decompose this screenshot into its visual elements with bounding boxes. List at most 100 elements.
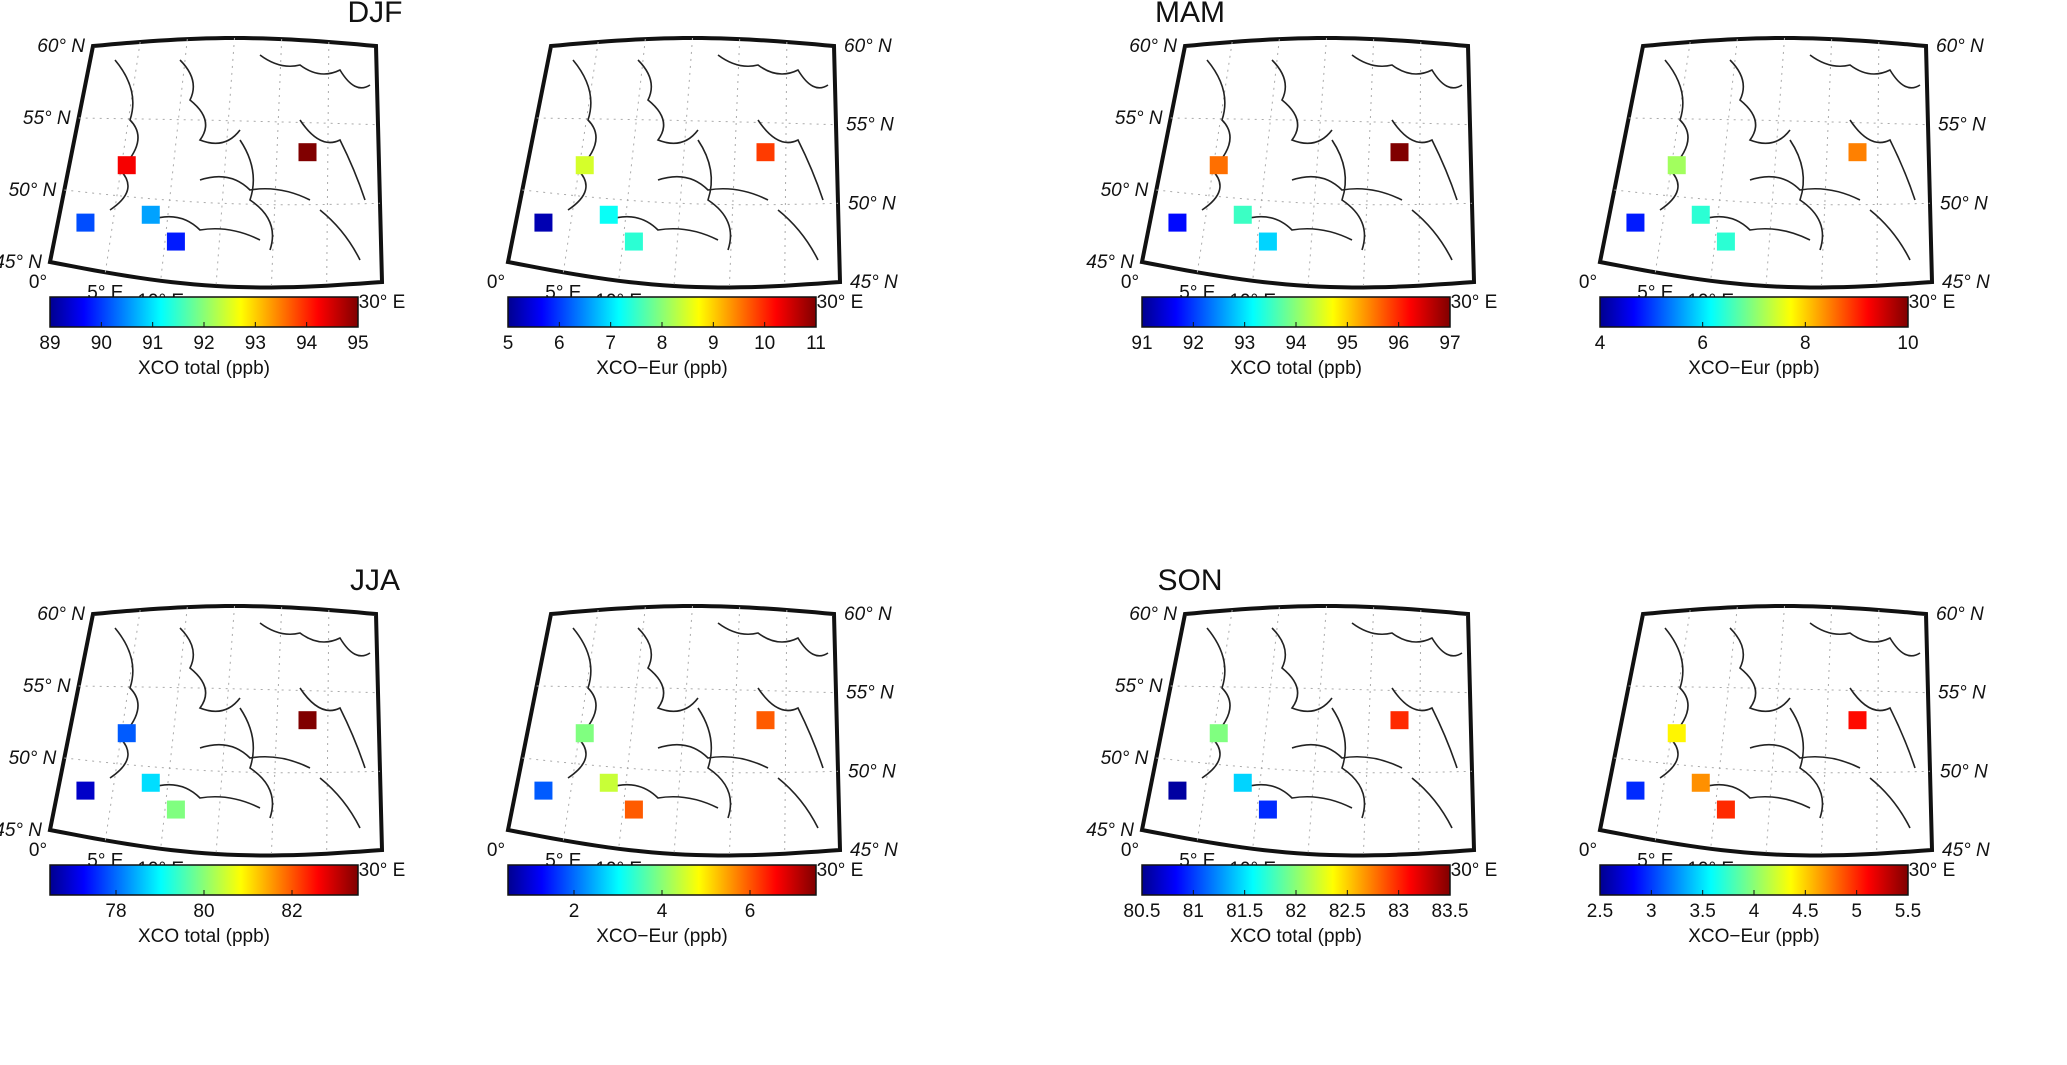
site-marker (1390, 143, 1409, 162)
colorbar-tick-label: 4 (1595, 333, 1606, 354)
coastline-border (1849, 687, 1916, 769)
colorbar-tick-label: 89 (39, 333, 60, 354)
latitude-tick-label: 55° N (846, 115, 894, 136)
coastline-border (239, 707, 274, 819)
site-marker (1209, 156, 1228, 175)
graticule-meridian (326, 609, 330, 854)
coastline-border (777, 777, 819, 829)
longitude-tick-label: 30° E (817, 292, 864, 313)
colorbar-tick-label: 10 (1897, 333, 1918, 354)
site-marker (1233, 773, 1252, 792)
coastline-border (1729, 59, 1791, 145)
site-marker (1233, 205, 1252, 224)
colorbar-tick-label: 5 (503, 333, 514, 354)
longitude-tick-label: 30° E (359, 292, 406, 313)
colorbar-tick-label: 7 (605, 333, 616, 354)
map-panel: 45° N50° N55° N60° N0°5° E10° E15° E20° … (1086, 36, 1497, 379)
longitude-tick-label: 30° E (1909, 860, 1956, 881)
colorbar-tick-label: 9 (708, 333, 719, 354)
longitude-tick-label: 0° (487, 840, 505, 861)
site-marker (624, 800, 643, 819)
coastline-border (1869, 777, 1911, 829)
colorbar-tick-label: 95 (347, 333, 368, 354)
coastline-border (1331, 139, 1366, 251)
latitude-tick-label: 50° N (1101, 748, 1149, 769)
map-panel: 45° N50° N55° N60° N0°5° E10° E15° E20° … (487, 36, 898, 379)
site-marker (76, 781, 95, 800)
map-frame (1139, 604, 1477, 858)
colorbar-tick-label: 94 (296, 333, 318, 354)
site-marker (534, 781, 553, 800)
site-marker (1848, 143, 1867, 162)
latitude-tick-label: 50° N (848, 761, 896, 782)
latitude-tick-label: 60° N (844, 36, 892, 57)
site-marker (141, 205, 160, 224)
longitude-tick-label: 30° E (359, 860, 406, 881)
latitude-tick-label: 60° N (1936, 604, 1984, 625)
latitude-tick-label: 50° N (848, 193, 896, 214)
map-panel: 45° N50° N55° N60° N0°5° E10° E15° E20° … (1579, 36, 1990, 379)
site-marker (599, 205, 618, 224)
coastline-border (1749, 175, 1861, 201)
season-title: SON (1157, 564, 1222, 597)
colorbar-tick-label: 4 (1749, 901, 1760, 922)
coastline-border (657, 743, 769, 769)
colorbar-tick-label: 8 (1800, 333, 1811, 354)
site-marker (1716, 232, 1735, 251)
colorbar-tick-label: 92 (193, 333, 214, 354)
coastline-border (299, 687, 366, 769)
coastline-border (717, 622, 829, 657)
longitude-tick-label: 0° (1579, 272, 1597, 293)
colorbar-tick-label: 80 (193, 901, 214, 922)
colorbar-tick-label: 4.5 (1792, 901, 1818, 922)
site-marker (117, 724, 136, 743)
colorbar-label: XCO−Eur (ppb) (1688, 926, 1819, 947)
latitude-tick-label: 55° N (1938, 115, 1986, 136)
coastline-border (1201, 59, 1231, 211)
graticule-meridian (1418, 609, 1422, 854)
colorbar-tick-label: 93 (245, 333, 266, 354)
latitude-tick-label: 45° N (1942, 272, 1990, 293)
map-frame (1597, 604, 1935, 858)
graticule-parallel (536, 685, 837, 694)
colorbar-tick-label: 82 (281, 901, 302, 922)
coastline-border (109, 59, 139, 211)
site-marker (166, 232, 185, 251)
site-marker (1390, 711, 1409, 730)
coastline-border (149, 215, 261, 241)
colorbar-tick-label: 82.5 (1329, 901, 1366, 922)
coastline-border (717, 54, 829, 89)
coastline-border (1869, 209, 1911, 261)
colorbar-tick-label: 6 (554, 333, 565, 354)
latitude-tick-label: 50° N (9, 180, 57, 201)
site-marker (575, 156, 594, 175)
coastline-border (1659, 627, 1689, 779)
longitude-tick-label: 0° (1121, 840, 1139, 861)
colorbar-tick-label: 6 (1697, 333, 1708, 354)
coastline-border (149, 783, 261, 809)
coastline-border (1729, 627, 1791, 713)
colorbar-tick-label: 95 (1337, 333, 1358, 354)
coastline-border (697, 139, 732, 251)
site-marker (534, 213, 553, 232)
season-title: MAM (1155, 0, 1225, 29)
latitude-tick-label: 45° N (1086, 820, 1134, 841)
longitude-tick-label: 0° (29, 272, 47, 293)
latitude-tick-label: 60° N (1129, 36, 1177, 57)
latitude-tick-label: 55° N (23, 108, 71, 129)
coastline-border (299, 119, 366, 201)
map-frame (1597, 36, 1935, 290)
coastline-border (757, 687, 824, 769)
longitude-tick-label: 30° E (1451, 860, 1498, 881)
latitude-tick-label: 60° N (844, 604, 892, 625)
coastline-border (1391, 119, 1458, 201)
site-marker (141, 773, 160, 792)
graticule-parallel (536, 117, 837, 126)
coastline-border (1331, 707, 1366, 819)
graticule-meridian (1876, 609, 1880, 854)
latitude-tick-label: 45° N (850, 840, 898, 861)
colorbar-tick-label: 81 (1183, 901, 1204, 922)
colorbar-label: XCO total (ppb) (138, 926, 270, 947)
colorbar-label: XCO−Eur (ppb) (1688, 358, 1819, 379)
